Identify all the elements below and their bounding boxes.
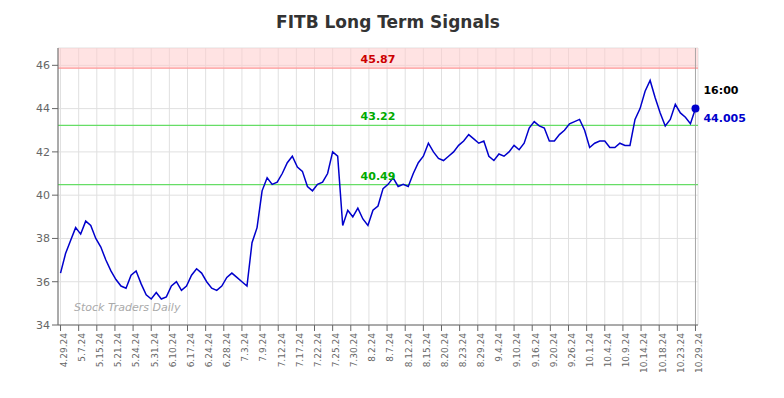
svg-text:34: 34 — [36, 319, 50, 332]
svg-text:8.23.24: 8.23.24 — [458, 333, 468, 368]
svg-text:5.21.24: 5.21.24 — [113, 333, 123, 368]
svg-text:10.14.24: 10.14.24 — [639, 333, 649, 373]
svg-text:8.2.24: 8.2.24 — [367, 333, 377, 362]
svg-text:10.9.24: 10.9.24 — [621, 333, 631, 368]
svg-text:10.4.24: 10.4.24 — [603, 333, 613, 368]
svg-text:7.12.24: 7.12.24 — [277, 333, 287, 368]
svg-text:5.24.24: 5.24.24 — [131, 333, 141, 368]
svg-text:10.18.24: 10.18.24 — [658, 333, 668, 373]
svg-text:7.25.24: 7.25.24 — [331, 333, 341, 368]
svg-text:9.4.24: 9.4.24 — [494, 333, 504, 362]
svg-text:7.9.24: 7.9.24 — [258, 333, 268, 362]
svg-text:38: 38 — [36, 232, 50, 245]
svg-text:7.17.24: 7.17.24 — [295, 333, 305, 368]
svg-text:10.29.24: 10.29.24 — [694, 333, 704, 373]
svg-text:44: 44 — [36, 102, 50, 115]
svg-text:44.005: 44.005 — [703, 112, 745, 125]
svg-text:7.3.24: 7.3.24 — [240, 333, 250, 362]
svg-text:10.1.24: 10.1.24 — [585, 333, 595, 368]
svg-text:7.22.24: 7.22.24 — [313, 333, 323, 368]
svg-text:9.20.24: 9.20.24 — [549, 333, 559, 368]
svg-text:40.49: 40.49 — [361, 170, 396, 183]
svg-text:9.16.24: 9.16.24 — [531, 333, 541, 368]
svg-text:5.7.24: 5.7.24 — [77, 333, 87, 362]
svg-text:36: 36 — [36, 276, 50, 289]
svg-text:45.87: 45.87 — [361, 53, 396, 66]
svg-text:42: 42 — [36, 146, 50, 159]
svg-text:16:00: 16:00 — [703, 84, 738, 97]
svg-text:6.24.24: 6.24.24 — [204, 333, 214, 368]
svg-text:9.10.24: 9.10.24 — [512, 333, 522, 368]
html-text:FITB Long Term Signals: FITB Long Term Signals — [276, 12, 500, 32]
svg-text:8.15.24: 8.15.24 — [422, 333, 432, 368]
svg-text:9.26.24: 9.26.24 — [567, 333, 577, 368]
svg-text:10.23.24: 10.23.24 — [676, 333, 686, 373]
svg-text:6.17.24: 6.17.24 — [186, 333, 196, 368]
svg-text:5.31.24: 5.31.24 — [150, 333, 160, 368]
svg-text:7.30.24: 7.30.24 — [349, 333, 359, 368]
svg-text:6.10.24: 6.10.24 — [168, 333, 178, 368]
svg-text:40: 40 — [36, 189, 50, 202]
html-text:Stock Traders Daily: Stock Traders Daily — [74, 301, 181, 314]
svg-text:8.12.24: 8.12.24 — [404, 333, 414, 368]
svg-text:8.7.24: 8.7.24 — [385, 333, 395, 362]
svg-text:4.29.24: 4.29.24 — [59, 333, 69, 368]
svg-text:8.29.24: 8.29.24 — [476, 333, 486, 368]
svg-text:5.15.24: 5.15.24 — [95, 333, 105, 368]
svg-text:8.20.24: 8.20.24 — [440, 333, 450, 368]
svg-text:6.28.24: 6.28.24 — [222, 333, 232, 368]
svg-text:46: 46 — [36, 59, 50, 72]
svg-text:43.22: 43.22 — [361, 110, 396, 123]
